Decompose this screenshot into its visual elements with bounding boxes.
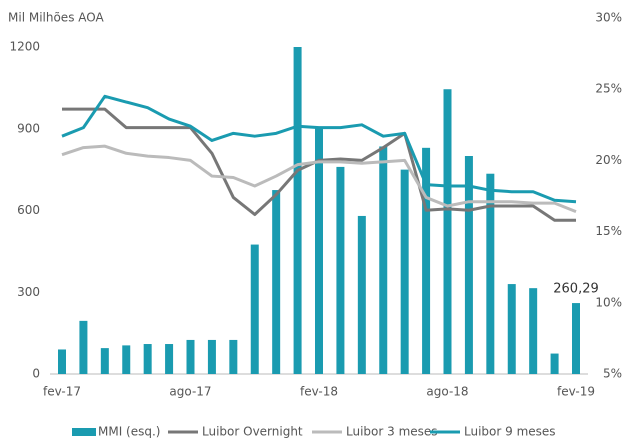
bar — [550, 353, 559, 374]
y-tick-label: 600 — [17, 203, 40, 217]
data-label: 260,29 — [553, 282, 599, 297]
bar — [272, 190, 281, 374]
y2-tick-label: 15% — [595, 224, 622, 238]
bar — [122, 345, 131, 374]
bar — [315, 127, 323, 374]
x-tick-label: ago-18 — [426, 385, 468, 399]
bar — [572, 303, 580, 374]
bar — [207, 339, 216, 374]
legend-label: MMI (esq.) — [98, 425, 161, 439]
y-tick-label: 900 — [17, 121, 40, 135]
bar — [79, 320, 88, 374]
bar — [464, 156, 473, 374]
y-tick-label: 1200 — [9, 40, 40, 54]
bar — [186, 339, 195, 374]
bar — [443, 89, 452, 375]
legend-label: Luibor 9 meses — [464, 425, 556, 439]
line — [61, 94, 577, 204]
y2-tick-label: 25% — [595, 82, 622, 96]
x-tick-label: fev-18 — [300, 385, 338, 399]
bar — [400, 169, 409, 374]
bar — [250, 244, 259, 374]
bar — [293, 47, 302, 374]
bar — [357, 215, 366, 374]
y2-tick-label: 10% — [595, 295, 622, 309]
y2-tick-label: 20% — [595, 153, 622, 167]
y2-tick-label: 30% — [595, 11, 622, 25]
bar — [336, 166, 345, 374]
x-tick-label: fev-17 — [43, 385, 81, 399]
bar — [143, 344, 152, 374]
legend-label: Luibor Overnight — [202, 425, 303, 439]
y-tick-label: 300 — [17, 285, 40, 299]
line — [61, 144, 577, 214]
y-tick-label: 0 — [32, 367, 40, 381]
bar — [100, 348, 109, 374]
y2-tick-label: 5% — [603, 367, 622, 381]
bar — [529, 288, 538, 374]
y-axis-title: Mil Milhões AOA — [8, 11, 104, 25]
bar — [165, 344, 174, 374]
bar — [58, 349, 66, 374]
x-tick-label: fev-19 — [557, 385, 595, 399]
bar — [507, 284, 516, 374]
bar — [486, 173, 495, 374]
x-tick-label: ago-17 — [169, 385, 211, 399]
bar — [229, 339, 238, 374]
legend-swatch — [72, 428, 96, 436]
bar — [379, 146, 388, 374]
legend-label: Luibor 3 meses — [346, 425, 438, 439]
bar — [422, 147, 431, 374]
